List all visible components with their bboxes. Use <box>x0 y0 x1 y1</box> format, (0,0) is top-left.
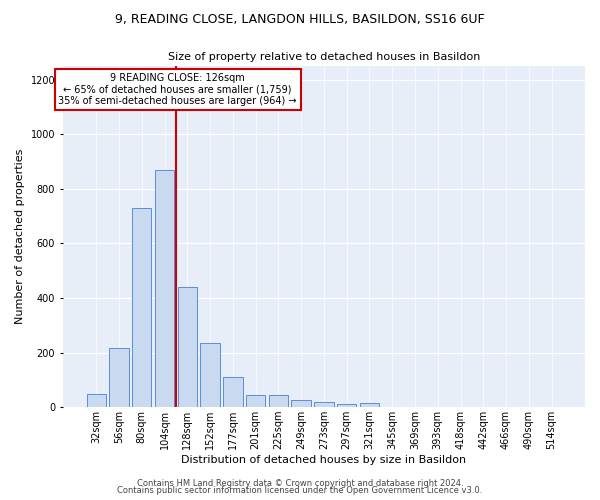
Bar <box>200 343 220 407</box>
Bar <box>86 394 106 407</box>
Bar <box>360 403 379 407</box>
Bar <box>132 208 151 407</box>
Bar <box>223 377 242 407</box>
X-axis label: Distribution of detached houses by size in Basildon: Distribution of detached houses by size … <box>181 455 466 465</box>
Bar <box>155 170 174 407</box>
Text: Contains HM Land Registry data © Crown copyright and database right 2024.: Contains HM Land Registry data © Crown c… <box>137 478 463 488</box>
Bar <box>246 395 265 407</box>
Title: Size of property relative to detached houses in Basildon: Size of property relative to detached ho… <box>168 52 480 62</box>
Text: Contains public sector information licensed under the Open Government Licence v3: Contains public sector information licen… <box>118 486 482 495</box>
Bar <box>314 402 334 407</box>
Text: 9, READING CLOSE, LANGDON HILLS, BASILDON, SS16 6UF: 9, READING CLOSE, LANGDON HILLS, BASILDO… <box>115 12 485 26</box>
Bar <box>178 287 197 407</box>
Bar <box>109 348 128 407</box>
Bar <box>292 400 311 407</box>
Bar <box>269 395 288 407</box>
Bar <box>337 404 356 407</box>
Text: 9 READING CLOSE: 126sqm
← 65% of detached houses are smaller (1,759)
35% of semi: 9 READING CLOSE: 126sqm ← 65% of detache… <box>58 73 297 106</box>
Y-axis label: Number of detached properties: Number of detached properties <box>15 149 25 324</box>
